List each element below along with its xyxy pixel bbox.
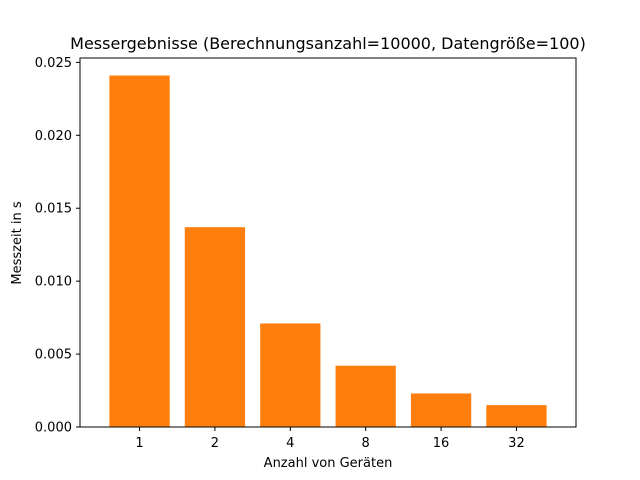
axes-frame [79, 57, 577, 428]
bar-4 [260, 323, 321, 427]
x-tick-label: 2 [211, 436, 219, 451]
y-axis-ticks: 0.000 0.005 0.010 0.015 0.020 0.025 [35, 56, 80, 436]
chart-title: Messergebnisse (Berechnungsanzahl=10000,… [70, 34, 586, 53]
y-tick-label: 0.010 [35, 275, 72, 290]
y-tick-label: 0.005 [35, 348, 72, 363]
bars-layer [109, 75, 547, 427]
x-tick-label: 1 [135, 436, 143, 451]
y-tick-label: 0.025 [35, 56, 72, 71]
x-axis-label: Anzahl von Geräten [264, 456, 393, 471]
bar-32 [486, 405, 547, 427]
x-tick-label: 32 [508, 436, 525, 451]
x-tick-label: 16 [433, 436, 450, 451]
bar-8 [335, 365, 396, 427]
y-tick-label: 0.015 [35, 202, 72, 217]
bar-2 [184, 227, 246, 427]
y-axis-label: Messzeit in s [10, 201, 25, 284]
y-tick-label: 0.020 [35, 129, 72, 144]
x-tick-label: 4 [286, 436, 294, 451]
x-tick-label: 8 [362, 436, 370, 451]
bar-1 [109, 75, 170, 427]
y-tick-label: 0.000 [35, 421, 72, 436]
x-axis-ticks: 1 2 4 8 16 32 [135, 427, 525, 451]
bar-16 [410, 393, 472, 427]
